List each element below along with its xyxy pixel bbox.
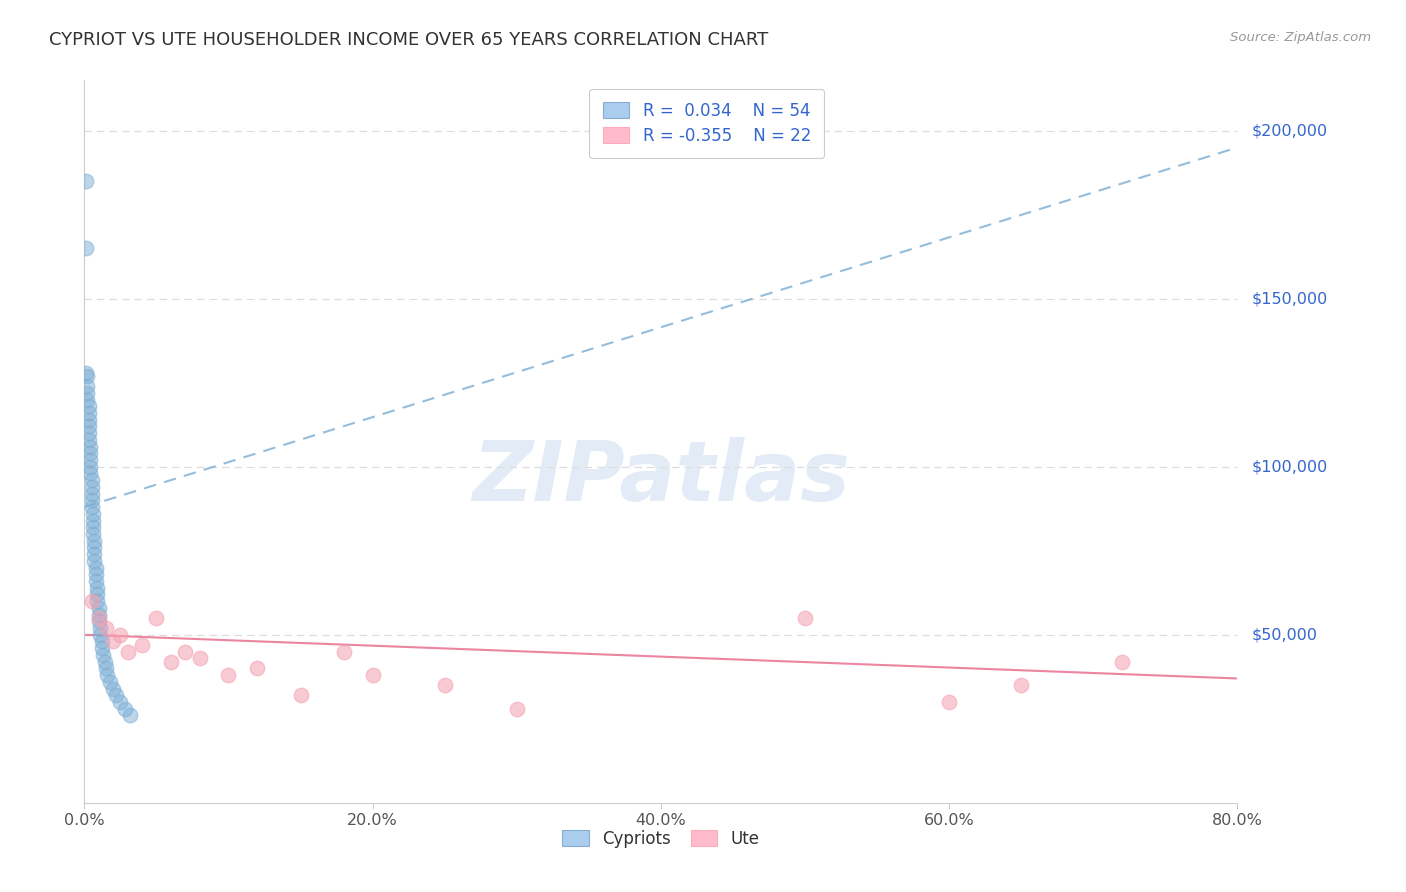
Point [506,702,529,716]
Text: $200,000: $200,000 [1251,123,1327,138]
Point [76,385,98,400]
Point [86,581,108,595]
Point [75,241,97,255]
Point [218,668,240,682]
Point [246,661,269,675]
Point [160,655,183,669]
Point [86,587,108,601]
Point [77,406,100,420]
Text: Source: ZipAtlas.com: Source: ZipAtlas.com [1230,31,1371,45]
Point [110,628,132,642]
Point [75,174,97,188]
Point [91,648,114,662]
Point [83,554,105,568]
Point [79,467,101,481]
Point [77,399,100,413]
Point [83,547,105,561]
Legend: Cypriots, Ute: Cypriots, Ute [550,818,772,860]
Text: CYPRIOT VS UTE HOUSEHOLDER INCOME OVER 65 YEARS CORRELATION CHART: CYPRIOT VS UTE HOUSEHOLDER INCOME OVER 6… [49,31,769,49]
Point [94,661,117,675]
Point [145,611,167,625]
Point [794,611,817,625]
Point [82,507,104,521]
Point [80,486,103,500]
Point [83,533,105,548]
Point [188,651,211,665]
Point [82,514,104,528]
Text: $50,000: $50,000 [1251,627,1317,642]
Point [174,644,197,658]
Point [83,541,105,555]
Point [77,419,100,434]
Point [76,369,98,384]
Point [79,459,101,474]
Point [80,493,103,508]
Point [433,678,456,692]
Point [80,480,103,494]
Point [105,688,128,702]
Point [1111,655,1133,669]
Point [84,574,107,588]
Text: ZIPatlas: ZIPatlas [472,437,849,518]
Point [77,426,100,441]
Point [938,695,960,709]
Point [87,600,110,615]
Point [86,594,108,608]
Point [98,674,121,689]
Point [94,621,117,635]
Point [87,611,110,625]
Point [1010,678,1032,692]
Point [90,641,112,656]
Point [93,655,115,669]
Point [75,366,97,380]
Point [82,520,104,534]
Point [79,446,101,460]
Point [103,634,124,648]
Point [79,440,101,454]
Point [80,594,103,608]
Point [117,644,139,658]
Point [79,453,101,467]
Point [80,473,103,487]
Point [96,668,118,682]
Point [110,695,132,709]
Point [76,392,98,407]
Point [76,379,98,393]
Point [77,433,100,447]
Point [77,413,100,427]
Text: $100,000: $100,000 [1251,459,1327,475]
Point [120,708,142,723]
Point [333,644,356,658]
Point [89,621,111,635]
Point [114,702,136,716]
Point [82,527,104,541]
Point [361,668,384,682]
Text: $150,000: $150,000 [1251,291,1327,306]
Point [84,567,107,582]
Point [89,628,111,642]
Point [80,500,103,514]
Point [84,560,107,574]
Point [90,634,112,648]
Point [87,607,110,622]
Point [103,681,124,696]
Point [131,638,153,652]
Point [87,615,110,629]
Point [290,688,312,702]
